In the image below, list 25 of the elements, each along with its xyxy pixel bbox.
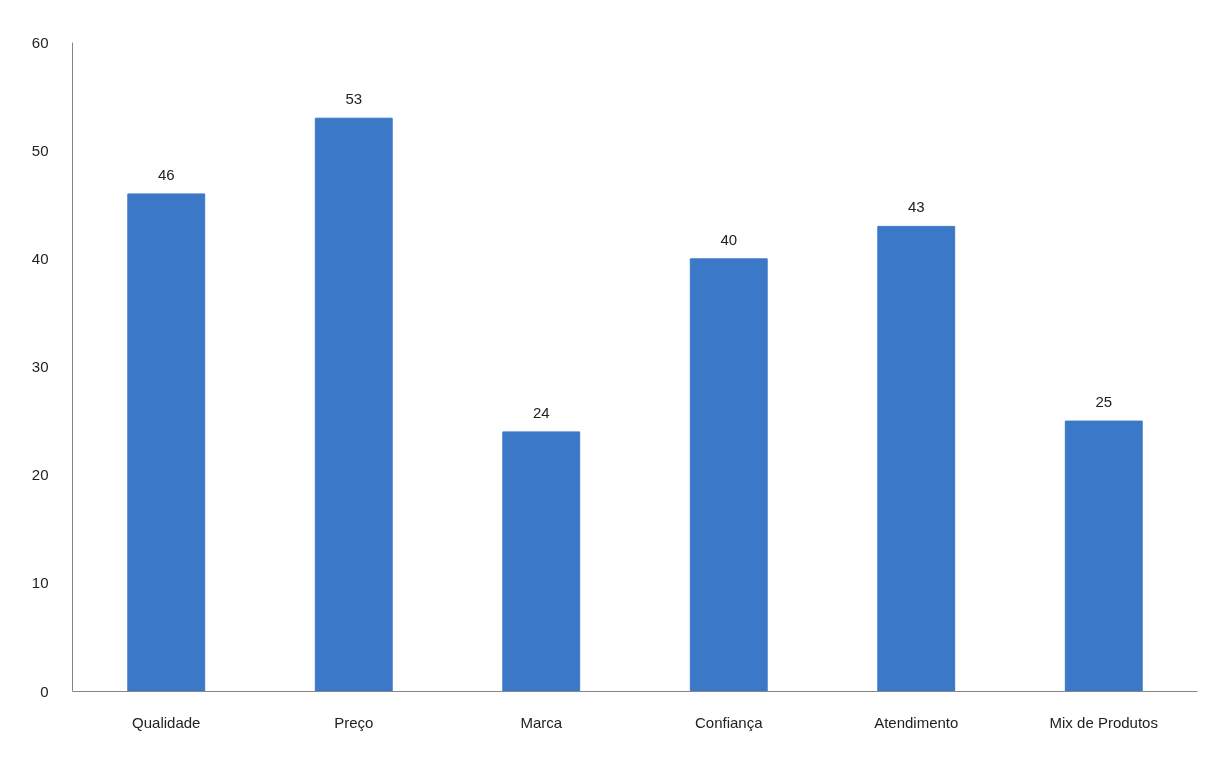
data-label: 40	[720, 230, 738, 248]
y-tick-label: 50	[31, 141, 49, 159]
y-tick-label: 10	[31, 574, 49, 592]
data-label: 25	[1095, 393, 1113, 411]
bar	[877, 225, 956, 692]
data-label: 43	[907, 198, 925, 216]
data-label: 24	[532, 403, 550, 421]
y-tick-label: 30	[31, 358, 49, 375]
y-tick-label: 0	[40, 682, 49, 700]
y-tick-label: 20	[31, 466, 49, 484]
x-tick-label: Preço	[334, 713, 374, 731]
x-tick-label: Mix de Produtos	[1049, 713, 1158, 731]
bar	[1064, 420, 1143, 692]
y-tick-label: 60	[31, 33, 49, 51]
y-tick-label: 40	[31, 249, 49, 267]
data-label: 53	[345, 90, 363, 108]
x-tick-label: Marca	[520, 713, 563, 731]
bar	[314, 117, 393, 692]
x-tick-label: Confiança	[694, 713, 764, 731]
bar	[689, 258, 768, 692]
x-tick-label: Qualidade	[132, 713, 201, 731]
data-label: 46	[157, 165, 175, 183]
bar	[127, 193, 206, 692]
x-tick-label: Atendimento	[874, 713, 959, 731]
bar	[502, 431, 581, 692]
